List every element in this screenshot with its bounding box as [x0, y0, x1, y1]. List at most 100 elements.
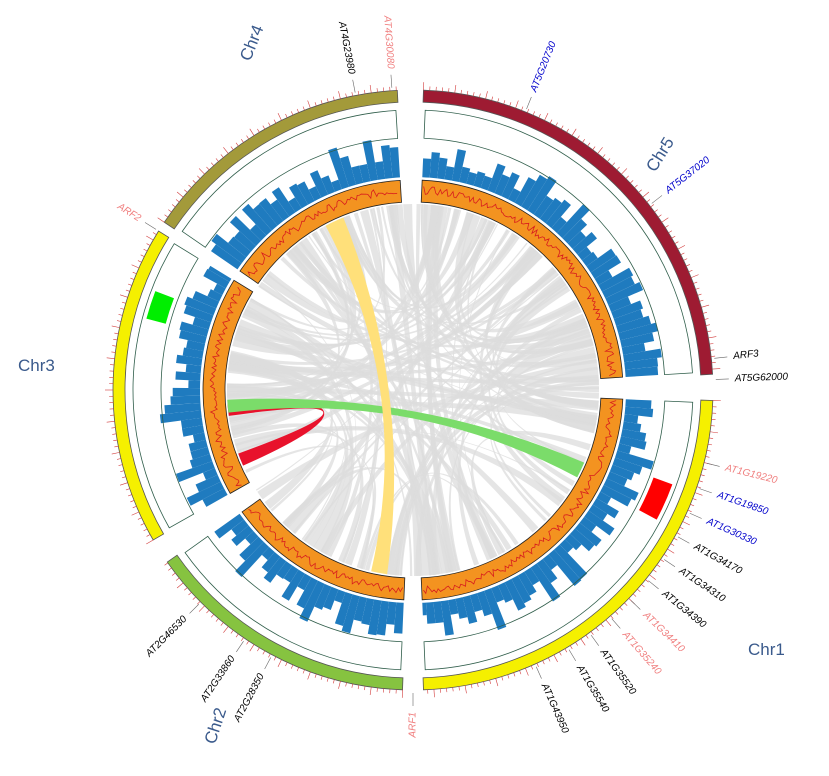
- tick-mark: [235, 633, 239, 638]
- histogram-bar: [183, 305, 214, 323]
- ideogram-chr3: [112, 230, 170, 541]
- histogram-bar: [328, 147, 349, 190]
- histogram-bar: [281, 569, 305, 601]
- histogram-bar: [186, 340, 206, 352]
- tick-mark: [553, 654, 558, 663]
- synteny-link: [234, 426, 564, 507]
- chr3-label: Chr3: [18, 356, 55, 375]
- tick-mark: [519, 670, 522, 675]
- tick-mark: [113, 339, 118, 341]
- synteny-link: [364, 472, 519, 571]
- tick-mark: [230, 146, 234, 150]
- tick-mark: [433, 689, 435, 698]
- tick-mark: [590, 631, 594, 635]
- histogram-bar: [562, 218, 588, 244]
- histogram-bar: [299, 580, 325, 622]
- histogram-bar: [625, 399, 652, 409]
- histogram-bar: [614, 450, 654, 470]
- track-outline-chr5: [423, 109, 693, 376]
- histogram-bar: [600, 485, 632, 507]
- tick-mark: [491, 96, 493, 101]
- heat-ring: [202, 179, 624, 601]
- tick-mark: [357, 90, 360, 95]
- gene-label: AT1G34410: [640, 609, 687, 655]
- tick-mark: [673, 537, 678, 541]
- synteny-link: [237, 229, 510, 346]
- heat-band-chr1: [420, 397, 624, 601]
- histogram-bar: [202, 468, 218, 481]
- histogram-bar: [172, 387, 201, 397]
- histogram-bar: [574, 522, 602, 547]
- histogram-bar: [533, 195, 554, 219]
- histogram-bar: [228, 236, 252, 258]
- histogram-bar: [235, 541, 270, 578]
- tick-mark: [119, 482, 128, 486]
- histogram-bar: [159, 410, 202, 424]
- tick-mark: [483, 681, 485, 686]
- gene-label: AT1G34310: [676, 565, 727, 605]
- tick-mark: [701, 304, 710, 308]
- gene-label: AT1G35240: [619, 629, 663, 677]
- tick-mark: [592, 146, 596, 150]
- histogram-bar: [234, 231, 256, 252]
- tick-mark: [489, 679, 491, 684]
- tick-mark: [611, 162, 616, 166]
- tick-mark: [157, 217, 165, 223]
- histogram-bar: [586, 248, 616, 273]
- tick-mark: [692, 498, 697, 501]
- histogram-bar: [188, 439, 208, 452]
- tick-mark: [338, 91, 341, 99]
- tick-mark: [118, 464, 123, 466]
- histogram-bar: [592, 498, 619, 519]
- tick-mark: [656, 564, 661, 568]
- tick-mark: [615, 611, 619, 615]
- gene-leader-line: [611, 618, 621, 629]
- tick-mark: [121, 476, 126, 479]
- tick-mark: [521, 106, 524, 111]
- tick-mark: [515, 100, 519, 109]
- tick-mark: [555, 122, 558, 127]
- tick-mark: [175, 577, 180, 581]
- gene-label: ARF3: [732, 348, 760, 362]
- histogram-bar: [192, 291, 220, 309]
- tick-mark: [130, 500, 135, 503]
- tick-mark: [111, 351, 116, 353]
- gene-label: AT2G33860: [198, 654, 238, 705]
- tick-mark: [268, 122, 271, 127]
- tick-mark: [582, 139, 585, 143]
- tick-mark: [580, 638, 586, 646]
- tick-ring: [105, 82, 721, 698]
- tick-mark: [452, 687, 454, 692]
- tick-mark: [645, 579, 649, 583]
- histogram-bar: [259, 198, 284, 226]
- histogram-bar: [620, 428, 647, 442]
- tick-mark: [197, 601, 201, 605]
- tick-mark: [646, 199, 651, 203]
- tick-mark: [569, 645, 573, 650]
- gene-leader-line: [677, 536, 690, 544]
- histogram-bar: [203, 268, 230, 289]
- tick-mark: [364, 686, 366, 691]
- heat-band-chr4: [239, 179, 402, 285]
- tick-mark: [257, 647, 260, 652]
- histogram-bar: [606, 471, 628, 487]
- tick-mark: [268, 653, 271, 658]
- histogram-bar: [619, 436, 647, 450]
- synteny-link: [387, 333, 593, 576]
- tick-mark: [351, 683, 353, 688]
- histogram-bar: [241, 203, 272, 236]
- histogram-bar: [545, 199, 571, 229]
- tick-mark: [564, 648, 568, 653]
- tick-mark: [220, 622, 224, 626]
- histogram-bar: [624, 406, 654, 418]
- histogram-bar: [389, 147, 400, 178]
- histogram-bar: [556, 204, 590, 239]
- tick-mark: [188, 184, 192, 188]
- tick-mark: [112, 345, 117, 347]
- tick-mark: [597, 147, 603, 154]
- tick-mark: [246, 135, 249, 140]
- tick-mark: [676, 532, 681, 535]
- histogram-bar: [245, 531, 259, 545]
- track-outline-chr4: [181, 110, 399, 248]
- gene-label: AT1G35540: [573, 662, 611, 714]
